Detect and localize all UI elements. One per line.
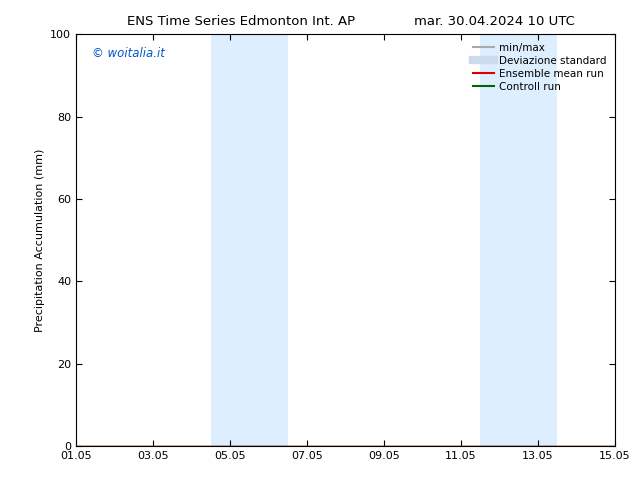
Text: © woitalia.it: © woitalia.it [93, 47, 165, 60]
Y-axis label: Precipitation Accumulation (mm): Precipitation Accumulation (mm) [35, 148, 44, 332]
Text: ENS Time Series Edmonton Int. AP: ENS Time Series Edmonton Int. AP [127, 15, 355, 28]
Bar [249, 34, 288, 446]
Bar [480, 34, 519, 446]
Text: mar. 30.04.2024 10 UTC: mar. 30.04.2024 10 UTC [414, 15, 575, 28]
Bar [519, 34, 557, 446]
Legend: min/max, Deviazione standard, Ensemble mean run, Controll run: min/max, Deviazione standard, Ensemble m… [470, 40, 610, 95]
Bar [210, 34, 249, 446]
